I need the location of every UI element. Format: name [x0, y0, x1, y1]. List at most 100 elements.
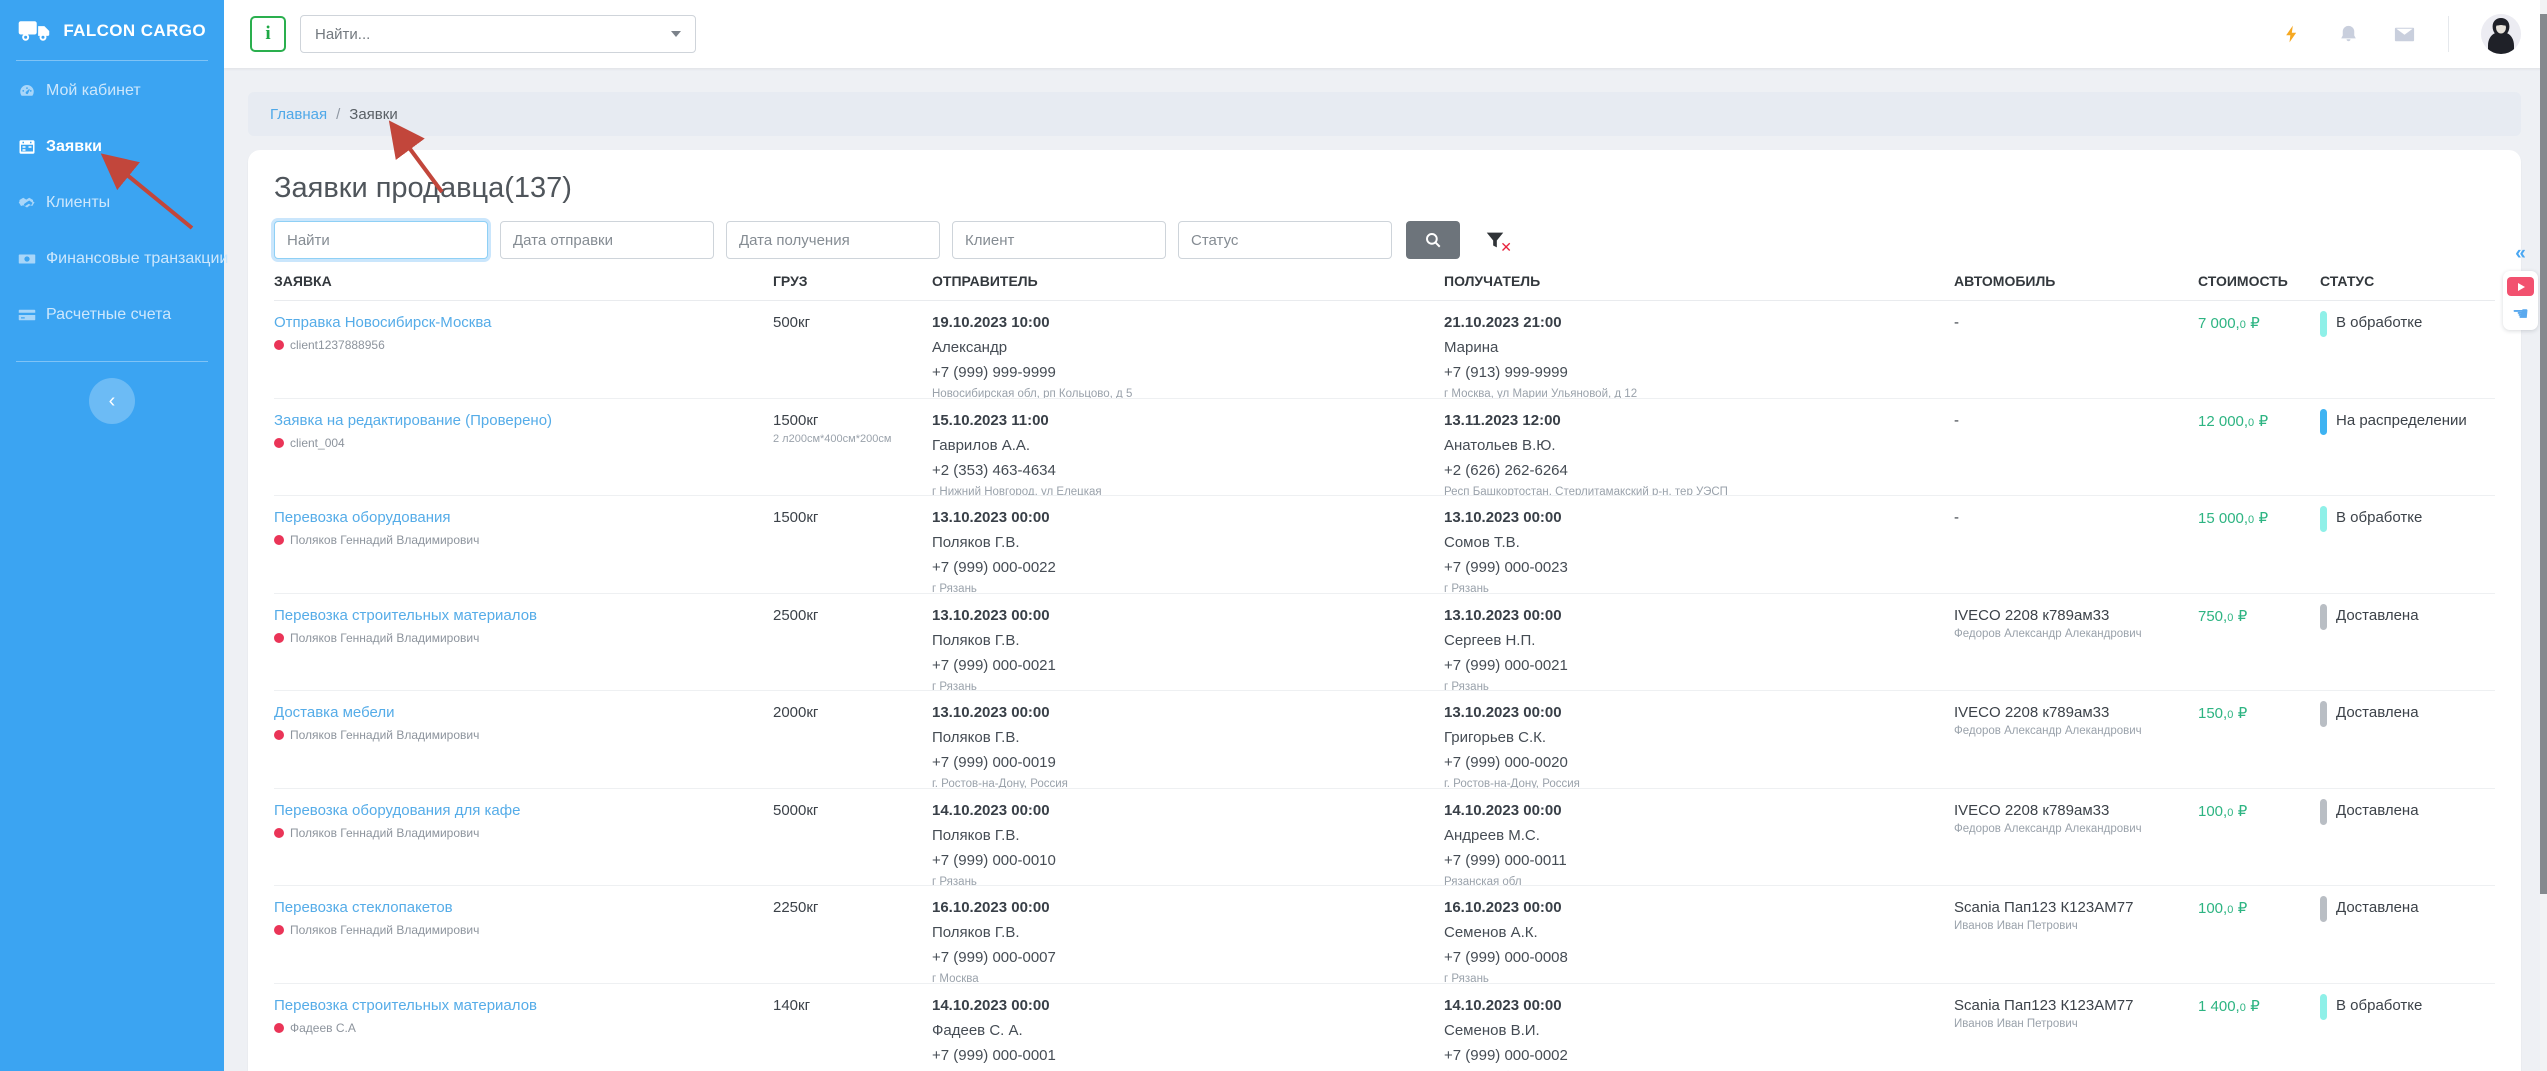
price-value: 15 000,0 ₽: [2198, 510, 2269, 527]
request-link[interactable]: Перевозка оборудования для кафе: [274, 801, 521, 819]
sidebar-item-my-cabinet[interactable]: Мой кабинет: [0, 63, 224, 119]
sender-address: г Рязань: [932, 875, 977, 886]
clear-filters-button[interactable]: ✕: [1480, 225, 1512, 255]
sidebar-item-label: Заявки: [46, 138, 102, 155]
filter-client-input[interactable]: [952, 221, 1166, 259]
cell-cargo: 140кг: [773, 997, 932, 1071]
filter-funnel-icon: [1486, 232, 1504, 248]
sender-name: Поляков Г.В.: [932, 631, 1020, 649]
bell-icon[interactable]: [2336, 22, 2360, 46]
envelope-icon[interactable]: [2392, 22, 2416, 46]
client-status-dot: [274, 437, 284, 448]
cell-price: 7 000,0 ₽: [2198, 314, 2320, 398]
sender-address: г Нижний Новгород, ул Елецкая: [932, 485, 1102, 496]
filter-date-sent-input[interactable]: [500, 221, 714, 259]
video-help-button[interactable]: [2507, 277, 2534, 296]
filter-date-received-input[interactable]: [726, 221, 940, 259]
floating-widget: « ☚: [2503, 244, 2538, 330]
cargo-weight: 140кг: [773, 996, 811, 1014]
sidebar-item-settlement-accounts[interactable]: Расчетные счета: [0, 287, 224, 343]
cell-receiver: 13.10.2023 00:00 Сергеев Н.П. +7 (999) 0…: [1444, 607, 1954, 691]
sender-date: 13.10.2023 00:00: [932, 509, 1050, 526]
sidebar-item-clients[interactable]: Клиенты: [0, 175, 224, 231]
cell-vehicle: -: [1954, 314, 2198, 398]
info-icon: i: [265, 23, 271, 44]
sender-date: 19.10.2023 10:00: [932, 314, 1050, 331]
cell-sender: 13.10.2023 00:00 Поляков Г.В. +7 (999) 0…: [932, 704, 1444, 789]
client-line: Поляков Геннадий Владимирович: [274, 728, 773, 742]
cell-sender: 13.10.2023 00:00 Поляков Г.В. +7 (999) 0…: [932, 607, 1444, 691]
request-link[interactable]: Перевозка оборудования: [274, 509, 451, 526]
cell-price: 150,0 ₽: [2198, 704, 2320, 788]
vehicle-driver: Иванов Иван Петрович: [1954, 1017, 2078, 1030]
sidebar-divider: [16, 60, 208, 61]
cargo-weight: 2000кг: [773, 704, 819, 721]
receiver-name: Сергеев Н.П.: [1444, 631, 1536, 649]
col-header-cargo: ГРУЗ: [773, 273, 808, 289]
sender-phone: +7 (999) 000-0010: [932, 851, 1056, 869]
scrollbar-track[interactable]: [2540, 0, 2547, 1071]
handshake-icon: [18, 194, 36, 212]
lightning-icon[interactable]: [2280, 22, 2304, 46]
vehicle-name: Scania Пап123 К123АМ77: [1954, 996, 2134, 1014]
client-line: Поляков Геннадий Владимирович: [274, 631, 773, 645]
apply-filters-button[interactable]: [1406, 221, 1460, 259]
cell-price: 1 400,0 ₽: [2198, 997, 2320, 1071]
cell-vehicle: -: [1954, 509, 2198, 593]
play-icon: [2517, 282, 2525, 291]
request-link[interactable]: Перевозка стеклопакетов: [274, 899, 453, 916]
receiver-date: 14.10.2023 00:00: [1444, 996, 1562, 1014]
cell-cargo: 1500кг 2 л200см*400см*200см: [773, 412, 932, 496]
filter-search-input[interactable]: [274, 221, 488, 259]
collapse-panel-icon[interactable]: «: [2515, 243, 2526, 264]
sidebar: FALCON CARGO Мой кабинет Заявки Клиенты: [0, 0, 228, 1071]
cell-sender: 14.10.2023 00:00 Фадеев С. А. +7 (999) 0…: [932, 997, 1444, 1071]
status-bar: [2320, 311, 2327, 337]
sidebar-divider: [16, 361, 208, 362]
receiver-phone: +7 (999) 000-0011: [1444, 851, 1567, 869]
cell-sender: 19.10.2023 10:00 Александр +7 (999) 999-…: [932, 314, 1444, 398]
cell-request: Отправка Новосибирск-Москва client123788…: [274, 314, 773, 398]
dashboard-icon: [18, 82, 36, 100]
cell-price: 15 000,0 ₽: [2198, 509, 2320, 593]
sender-phone: +7 (999) 000-0021: [932, 656, 1056, 674]
receiver-phone: +7 (999) 000-0021: [1444, 656, 1568, 674]
hand-pointer-icon[interactable]: ☚: [2511, 303, 2530, 325]
request-link[interactable]: Перевозка строительных материалов: [274, 606, 538, 624]
global-search-select[interactable]: Найти...: [300, 15, 696, 53]
request-link[interactable]: Перевозка строительных материалов: [274, 996, 538, 1014]
vehicle-name: IVECO 2208 к789ам33: [1954, 704, 2110, 721]
receiver-date: 13.10.2023 00:00: [1444, 704, 1562, 721]
request-link[interactable]: Отправка Новосибирск-Москва: [274, 314, 492, 331]
info-button[interactable]: i: [250, 16, 286, 52]
avatar[interactable]: [2481, 14, 2521, 54]
client-name: client_004: [290, 435, 345, 450]
receiver-name: Анатольев В.Ю.: [1444, 436, 1556, 454]
truck-logo-icon: [18, 21, 50, 41]
cell-status: Доставлена: [2320, 896, 2495, 983]
request-link[interactable]: Доставка мебели: [274, 704, 395, 721]
vehicle-name: Scania Пап123 К123АМ77: [1954, 899, 2134, 916]
receiver-address: Рязанская обл: [1444, 875, 1522, 886]
sidebar-item-financial-transactions[interactable]: Финансовые транзакции: [0, 231, 228, 287]
request-link[interactable]: Заявка на редактирование (Проверено): [274, 411, 553, 429]
sender-address: г. Ростов-на-Дону, Россия: [932, 778, 1068, 789]
client-line: Фадеев С.А: [274, 1021, 773, 1035]
sidebar-collapse-button[interactable]: ‹: [89, 378, 135, 424]
vehicle-name: -: [1954, 411, 1959, 429]
cargo-weight: 2250кг: [773, 899, 819, 916]
status-bar: [2320, 408, 2327, 435]
col-header-price: СТОИМОСТЬ: [2198, 273, 2288, 289]
scrollbar-thumb[interactable]: [2540, 14, 2547, 894]
topbar-divider: [2448, 16, 2449, 52]
breadcrumb-home-link[interactable]: Главная: [270, 105, 328, 123]
status-badge: Доставлена: [2336, 899, 2419, 916]
cargo-weight: 2500кг: [773, 606, 819, 624]
status-badge: На распределении: [2336, 411, 2467, 429]
cell-request: Перевозка строительных материалов Фадеев…: [274, 997, 773, 1071]
cell-status: Доставлена: [2320, 798, 2495, 886]
sidebar-item-requests[interactable]: Заявки: [0, 119, 224, 175]
breadcrumb-separator: /: [336, 105, 341, 123]
topbar: i Найти...: [224, 0, 2547, 68]
filter-status-input[interactable]: [1178, 221, 1392, 259]
